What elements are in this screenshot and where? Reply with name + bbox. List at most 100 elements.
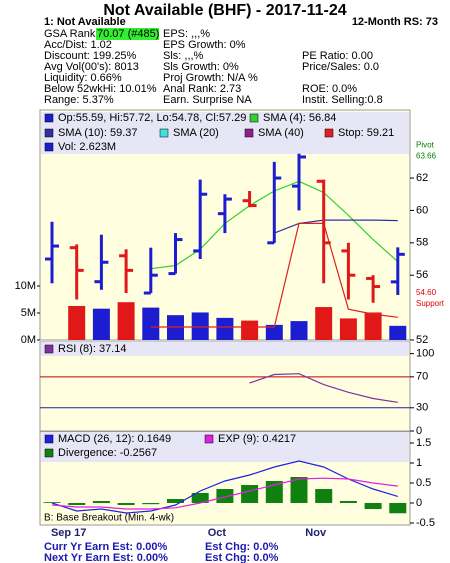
volume-bar bbox=[142, 307, 160, 340]
series-line bbox=[249, 373, 398, 403]
y-tick-label: 56 bbox=[416, 269, 428, 281]
volume-tick-label: 0M bbox=[21, 334, 36, 346]
x-tick-label: Nov bbox=[305, 527, 327, 539]
info-text: Below 52wkHi: 10.01% bbox=[44, 83, 157, 95]
legend-swatch bbox=[44, 434, 54, 444]
legend-label: Stop: 59.21 bbox=[338, 127, 394, 139]
annotation-value: 54.60 bbox=[416, 288, 437, 297]
legend-background bbox=[41, 342, 409, 356]
legend-label: SMA (40) bbox=[258, 127, 304, 139]
volume-bar bbox=[191, 312, 209, 340]
info-text: Earn. Surprise NA bbox=[163, 94, 252, 106]
volume-bar bbox=[339, 318, 357, 340]
legend-swatch bbox=[249, 113, 259, 123]
info-text: Sls: ,,,% bbox=[163, 50, 204, 62]
y-tick-label: 0.5 bbox=[416, 477, 431, 489]
legend-swatch bbox=[244, 128, 254, 138]
legend-swatch bbox=[159, 128, 169, 138]
series-line bbox=[51, 477, 398, 510]
series-line bbox=[51, 460, 398, 514]
info-text: Proj Growth: N/A % bbox=[163, 72, 258, 84]
volume-bar bbox=[241, 320, 259, 340]
volume-bar bbox=[389, 325, 407, 340]
legend-background bbox=[41, 432, 409, 462]
info-text: EPS Growth: 0% bbox=[163, 39, 246, 51]
annotation-label: Support bbox=[416, 299, 445, 308]
annotation-label: Pivot bbox=[416, 140, 435, 149]
legend-label: SMA (10): 59.37 bbox=[58, 127, 138, 139]
footer-text: Next Yr Earn Est: 0.00% bbox=[44, 552, 168, 563]
legend-background bbox=[41, 112, 409, 154]
volume-bar bbox=[216, 317, 234, 340]
divergence-bar bbox=[43, 502, 61, 503]
volume-tick-label: 10M bbox=[15, 280, 36, 292]
divergence-bar bbox=[265, 481, 283, 503]
y-tick-label: 30 bbox=[416, 402, 428, 414]
y-tick-label: 1.5 bbox=[416, 437, 431, 449]
volume-bar bbox=[117, 302, 135, 340]
legend-swatch bbox=[324, 128, 334, 138]
footer-text: Est Chg: 0.0% bbox=[205, 552, 279, 563]
legend-swatch bbox=[44, 113, 54, 123]
info-text: Anal Rank: 2.73 bbox=[163, 83, 241, 95]
annotation-value: 63.66 bbox=[416, 151, 437, 160]
info-text: Liquidity: 0.66% bbox=[44, 72, 122, 84]
footer-text: Curr Yr Earn Est: 0.00% bbox=[44, 541, 168, 553]
divergence-bar bbox=[241, 485, 259, 503]
divergence-bar bbox=[117, 503, 135, 505]
info-text: Sls Growth: 0% bbox=[163, 61, 239, 73]
divergence-bar bbox=[68, 503, 86, 505]
legend-swatch bbox=[44, 142, 54, 152]
legend-label: Op:55.59, Hi:57.72, Lo:54.78, Cl:57.29 bbox=[58, 112, 246, 124]
info-text: Avg Vol(00's): 8013 bbox=[44, 61, 139, 73]
subtitle: 1: Not Available bbox=[44, 16, 126, 28]
legend-label: SMA (20) bbox=[173, 127, 219, 139]
legend-swatch bbox=[44, 128, 54, 138]
divergence-bar bbox=[216, 489, 234, 503]
info-text: Discount: 199.25% bbox=[44, 50, 137, 62]
footer-text: Est Chg: 0.0% bbox=[205, 541, 279, 553]
legend-label: RSI (8): 37.14 bbox=[58, 343, 126, 355]
legend-swatch bbox=[44, 344, 54, 354]
info-text: PE Ratio: 0.00 bbox=[302, 50, 373, 62]
info-text: Price/Sales: 0.0 bbox=[302, 61, 379, 73]
info-text: EPS: ,,,% bbox=[163, 28, 210, 40]
chart-title: Not Available (BHF) - 2017-11-24 bbox=[103, 2, 346, 19]
gsa-value: 70.07 (#485) bbox=[97, 28, 159, 40]
y-tick-label: 70 bbox=[416, 371, 428, 383]
y-tick-label: 52 bbox=[416, 334, 428, 346]
legend-swatch bbox=[204, 434, 214, 444]
divergence-bar bbox=[142, 503, 160, 505]
volume-bar bbox=[92, 308, 110, 340]
y-tick-label: 0 bbox=[416, 425, 422, 437]
x-tick-label: Sep 17 bbox=[51, 527, 86, 539]
legend-label: Vol: 2.623M bbox=[58, 141, 116, 153]
volume-bar bbox=[68, 305, 86, 340]
divergence-bar bbox=[315, 489, 333, 503]
volume-bar bbox=[290, 321, 308, 340]
divergence-bar bbox=[92, 501, 110, 503]
legend-label: SMA (4): 56.84 bbox=[263, 112, 336, 124]
info-text: Acc/Dist: 1.02 bbox=[44, 39, 112, 51]
legend-label: Divergence: -0.2567 bbox=[58, 447, 157, 459]
y-tick-label: 62 bbox=[416, 172, 428, 184]
x-tick-label: Oct bbox=[208, 527, 227, 539]
gsa-label: GSA Rank: bbox=[44, 28, 98, 40]
info-text: ROE: 0.0% bbox=[302, 83, 357, 95]
series-line bbox=[274, 219, 398, 234]
volume-tick-label: 5M bbox=[21, 307, 36, 319]
info-text: Range: 5.37% bbox=[44, 94, 114, 106]
y-tick-label: 60 bbox=[416, 204, 428, 216]
y-tick-label: 0 bbox=[416, 497, 422, 509]
y-tick-label: -0.5 bbox=[416, 517, 435, 529]
legend-swatch bbox=[44, 448, 54, 458]
legend-label: EXP (9): 0.4217 bbox=[218, 433, 296, 445]
divergence-bar bbox=[290, 477, 308, 503]
volume-bar bbox=[364, 312, 382, 340]
gsa-highlight bbox=[96, 28, 159, 40]
divergence-bar bbox=[364, 503, 382, 509]
divergence-bar bbox=[191, 493, 209, 503]
volume-bar bbox=[265, 324, 283, 340]
divergence-bar bbox=[167, 499, 184, 503]
